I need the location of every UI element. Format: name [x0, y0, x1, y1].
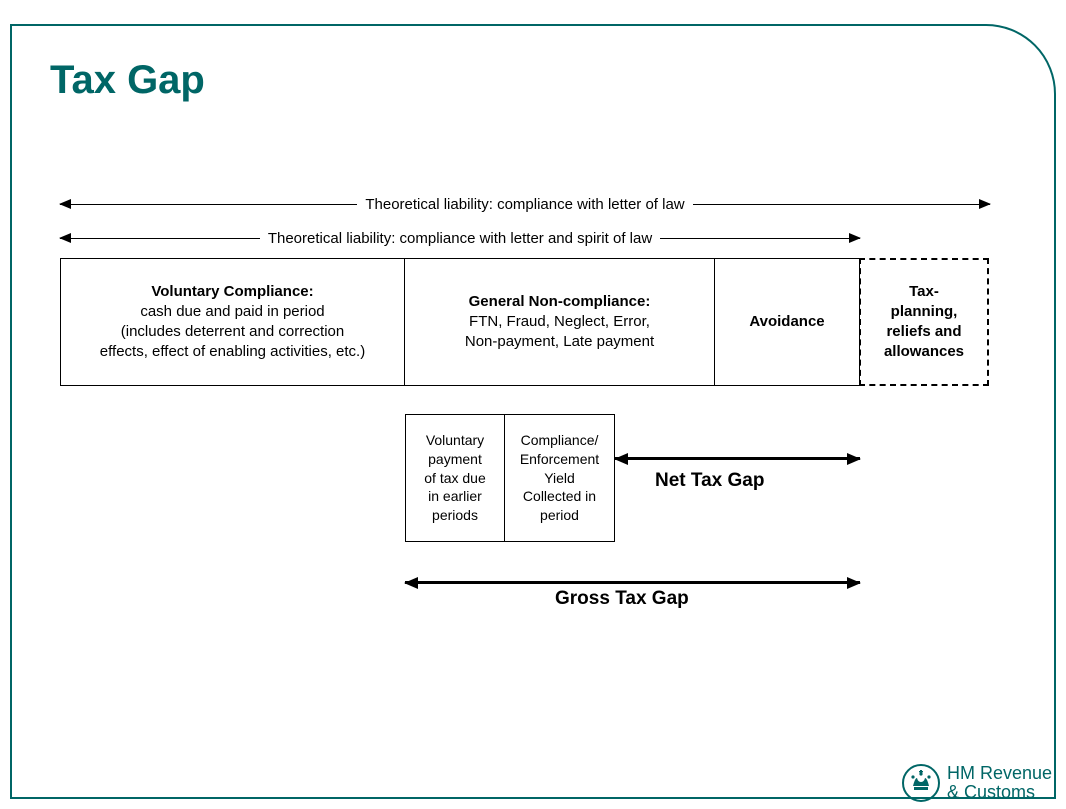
logo-text: HM Revenue & Customs: [947, 764, 1052, 802]
category-row: Voluntary Compliance:cash due and paid i…: [60, 258, 990, 386]
hmrc-logo: HM Revenue & Customs: [901, 763, 1052, 803]
double-arrow-icon: [615, 457, 860, 460]
arrow-right-icon: [693, 204, 990, 205]
slide: Tax Gap Theoretical liability: complianc…: [0, 0, 1066, 809]
category-box: General Non-compliance:FTN, Fraud, Negle…: [405, 258, 715, 386]
span1-label: Theoretical liability: compliance with l…: [357, 196, 692, 213]
gross-tax-gap-label: Gross Tax Gap: [555, 588, 689, 610]
arrow-left-icon: [60, 238, 260, 239]
page-title: Tax Gap: [50, 58, 205, 103]
net-tax-gap-span: [615, 444, 860, 472]
category-box: Voluntary Compliance:cash due and paid i…: [60, 258, 405, 386]
tax-gap-diagram: Theoretical liability: compliance with l…: [60, 190, 990, 630]
arrow-right-icon: [660, 238, 860, 239]
collection-row: Voluntarypaymentof tax duein earlierperi…: [405, 414, 615, 542]
collection-box: Compliance/EnforcementYieldCollected inp…: [505, 414, 615, 542]
span-theoretical-letter: Theoretical liability: compliance with l…: [60, 190, 990, 218]
span2-label: Theoretical liability: compliance with l…: [260, 230, 660, 247]
category-box: Avoidance: [715, 258, 860, 386]
logo-line2: & Customs: [947, 783, 1052, 802]
double-arrow-icon: [405, 581, 860, 584]
category-box: Tax-planning,reliefs andallowances: [859, 258, 989, 386]
crown-circle-icon: [901, 763, 941, 803]
arrow-left-icon: [60, 204, 357, 205]
net-tax-gap-label: Net Tax Gap: [655, 470, 764, 492]
collection-box: Voluntarypaymentof tax duein earlierperi…: [405, 414, 505, 542]
span-theoretical-letter-spirit: Theoretical liability: compliance with l…: [60, 224, 860, 252]
logo-line1: HM Revenue: [947, 764, 1052, 783]
